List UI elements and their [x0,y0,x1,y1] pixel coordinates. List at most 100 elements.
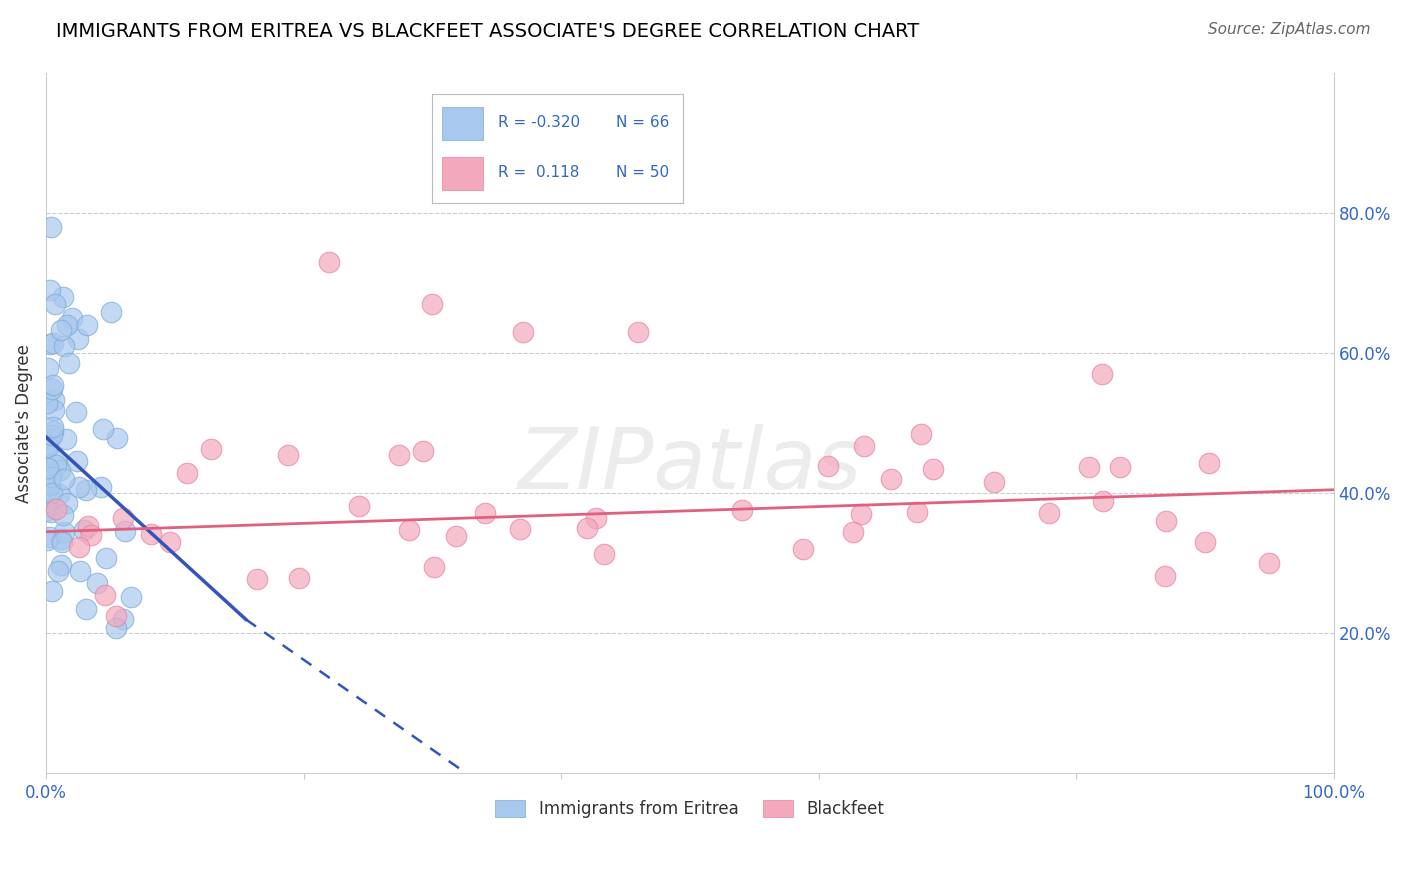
Point [792,542,814,557]
Point [474,506,496,520]
Point [1077,460,1099,475]
Point [45,453,67,467]
Point [51,534,73,549]
Point [39,336,62,351]
Point [75,483,97,498]
Point [49,463,72,477]
Point [55,495,77,509]
Point [112,612,135,626]
Point [508,522,530,536]
Point [42,392,65,407]
Point [105,431,128,445]
Point [100,305,122,319]
Point [51,558,73,572]
Point [41,378,63,392]
Point [347,500,370,514]
Point [45,501,67,516]
Point [200,442,222,456]
Point [910,426,932,441]
Point [287,571,309,585]
Point [44,297,66,311]
Point [905,505,928,519]
Point [49,532,72,546]
Point [39,478,62,492]
Point [105,609,128,624]
Point [277,449,299,463]
Point [1154,514,1177,528]
Point [45,458,67,472]
Point [1198,456,1220,470]
Point [105,621,128,635]
Point [53,472,76,486]
Point [37,483,59,497]
Point [852,439,875,453]
Point [44,402,66,417]
Point [86,576,108,591]
Point [37,396,59,410]
Point [422,297,444,311]
Point [80,527,103,541]
Point [39,530,62,544]
Point [731,502,754,516]
Point [880,472,903,486]
Point [585,511,607,525]
Point [69,565,91,579]
Point [575,521,598,535]
Point [67,541,90,555]
Point [41,584,63,599]
Point [37,440,59,454]
Point [66,454,89,468]
Point [1091,493,1114,508]
Point [176,466,198,480]
Point [983,475,1005,489]
Point [37,460,59,475]
Point [48,487,70,501]
Point [37,502,59,516]
Point [67,332,90,346]
Point [842,525,865,540]
Point [41,470,63,484]
Point [38,431,60,445]
Point [512,325,534,339]
Point [849,507,872,521]
Point [67,480,90,494]
Point [65,404,87,418]
Point [52,290,75,304]
Point [53,524,76,539]
Point [112,510,135,524]
Point [121,590,143,604]
Point [444,529,467,543]
Point [41,220,63,235]
Point [388,448,411,462]
Point [41,420,63,434]
Point [41,428,63,442]
Point [42,336,65,351]
Point [56,318,79,333]
Point [93,422,115,436]
Point [42,424,65,438]
Point [159,534,181,549]
Point [94,588,117,602]
Point [627,325,650,339]
Point [246,572,269,586]
Point [41,486,63,500]
Point [593,547,616,561]
Point [817,458,839,473]
Point [90,480,112,494]
Point [73,523,96,537]
Point [1038,506,1060,520]
Text: IMMIGRANTS FROM ERITREA VS BLACKFEET ASSOCIATE'S DEGREE CORRELATION CHART: IMMIGRANTS FROM ERITREA VS BLACKFEET ASS… [56,22,920,41]
Point [114,524,136,538]
Point [1194,535,1216,549]
Point [52,339,75,353]
Point [46,564,69,578]
Point [1091,367,1114,381]
Point [60,311,83,326]
Point [318,255,340,269]
Point [39,505,62,519]
Point [58,356,80,370]
Point [1258,556,1281,570]
Point [398,523,420,537]
Legend: Immigrants from Eritrea, Blackfeet: Immigrants from Eritrea, Blackfeet [489,793,891,824]
Point [1109,459,1132,474]
